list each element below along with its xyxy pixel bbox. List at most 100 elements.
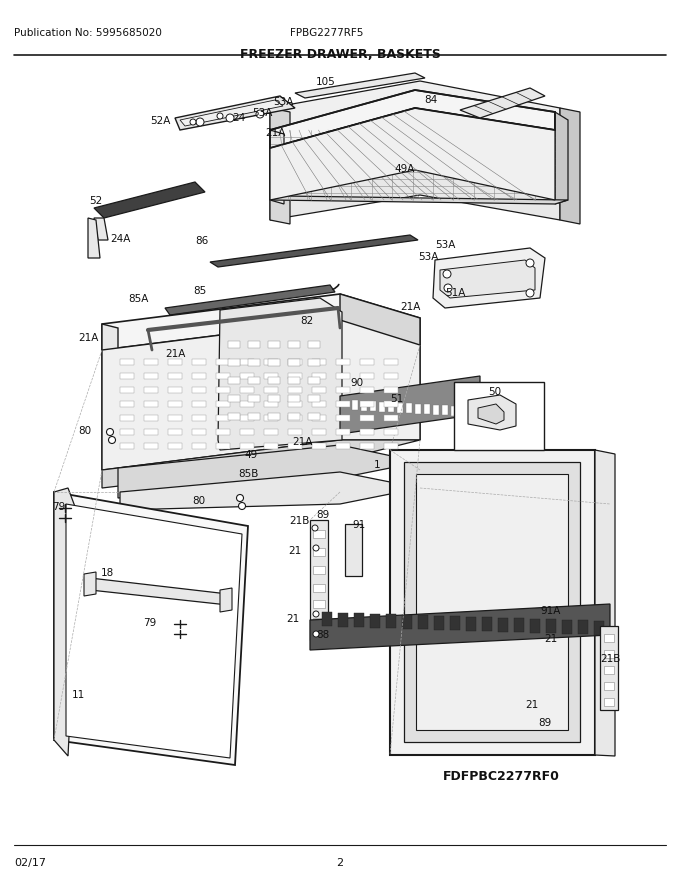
Text: 82: 82: [300, 316, 313, 326]
Bar: [216, 387, 230, 393]
Circle shape: [256, 110, 264, 118]
Bar: [313, 548, 325, 556]
Bar: [482, 617, 492, 631]
Circle shape: [226, 114, 234, 122]
Bar: [120, 387, 134, 393]
Bar: [406, 403, 412, 413]
Text: FREEZER DRAWER, BASKETS: FREEZER DRAWER, BASKETS: [239, 48, 441, 61]
Bar: [192, 401, 206, 407]
Polygon shape: [102, 294, 420, 350]
Bar: [604, 634, 614, 642]
Polygon shape: [54, 492, 248, 765]
Bar: [240, 387, 254, 393]
Bar: [312, 387, 326, 393]
Bar: [240, 415, 254, 421]
Circle shape: [107, 429, 114, 436]
Bar: [288, 341, 300, 348]
Text: 51A: 51A: [445, 288, 465, 298]
Bar: [264, 359, 278, 365]
Bar: [313, 618, 325, 626]
Bar: [379, 401, 385, 412]
Bar: [168, 429, 182, 435]
Text: 80: 80: [78, 426, 91, 436]
Text: 21A: 21A: [265, 128, 286, 138]
Bar: [288, 395, 300, 402]
Polygon shape: [54, 488, 80, 756]
Bar: [336, 443, 350, 449]
Text: 21A: 21A: [400, 302, 420, 312]
Bar: [264, 429, 278, 435]
Text: 79: 79: [52, 502, 65, 512]
Bar: [240, 443, 254, 449]
Text: 21: 21: [525, 700, 539, 710]
Bar: [384, 429, 398, 435]
Bar: [240, 373, 254, 379]
Bar: [514, 618, 524, 632]
Text: 53A: 53A: [418, 252, 439, 262]
Bar: [402, 614, 412, 628]
Polygon shape: [340, 294, 420, 440]
Bar: [312, 373, 326, 379]
Polygon shape: [165, 285, 335, 315]
Bar: [228, 359, 240, 366]
Text: 91A: 91A: [540, 606, 560, 616]
Text: 91: 91: [352, 520, 365, 530]
Polygon shape: [270, 115, 560, 220]
Bar: [168, 415, 182, 421]
Bar: [288, 413, 300, 420]
Bar: [433, 405, 439, 414]
Text: 1: 1: [374, 460, 381, 470]
Text: 24: 24: [232, 113, 245, 123]
Polygon shape: [478, 404, 504, 424]
Bar: [248, 413, 260, 420]
Bar: [360, 387, 374, 393]
Bar: [288, 387, 302, 393]
Polygon shape: [555, 112, 568, 204]
Bar: [312, 359, 326, 365]
Bar: [313, 530, 325, 538]
Polygon shape: [390, 450, 595, 755]
Bar: [562, 620, 572, 634]
Bar: [336, 401, 350, 407]
Bar: [418, 615, 428, 629]
Bar: [546, 619, 556, 633]
Polygon shape: [433, 248, 545, 308]
Polygon shape: [595, 450, 615, 756]
Bar: [120, 359, 134, 365]
Bar: [268, 377, 280, 384]
Circle shape: [109, 436, 116, 444]
Bar: [288, 429, 302, 435]
Bar: [288, 401, 302, 407]
Circle shape: [237, 495, 243, 502]
Bar: [248, 395, 260, 402]
Polygon shape: [345, 524, 362, 576]
Circle shape: [239, 502, 245, 510]
Polygon shape: [340, 376, 480, 434]
Bar: [384, 415, 398, 421]
Bar: [308, 359, 320, 366]
Bar: [336, 387, 350, 393]
Text: 49: 49: [244, 450, 257, 460]
Polygon shape: [270, 130, 284, 204]
Bar: [288, 373, 302, 379]
Polygon shape: [416, 474, 568, 730]
Circle shape: [217, 113, 223, 119]
Bar: [308, 395, 320, 402]
Bar: [498, 618, 508, 632]
Polygon shape: [560, 108, 580, 224]
Polygon shape: [180, 100, 283, 126]
Text: 21: 21: [286, 614, 299, 624]
Polygon shape: [102, 440, 420, 488]
Text: 88: 88: [316, 630, 329, 640]
Bar: [415, 404, 421, 414]
Bar: [604, 698, 614, 706]
Bar: [360, 443, 374, 449]
Polygon shape: [270, 196, 568, 204]
Text: 85B: 85B: [238, 469, 258, 479]
Polygon shape: [600, 626, 618, 710]
Text: 02/17: 02/17: [14, 858, 46, 868]
Polygon shape: [88, 218, 100, 258]
Bar: [308, 341, 320, 348]
Polygon shape: [66, 504, 242, 758]
Bar: [370, 613, 380, 627]
